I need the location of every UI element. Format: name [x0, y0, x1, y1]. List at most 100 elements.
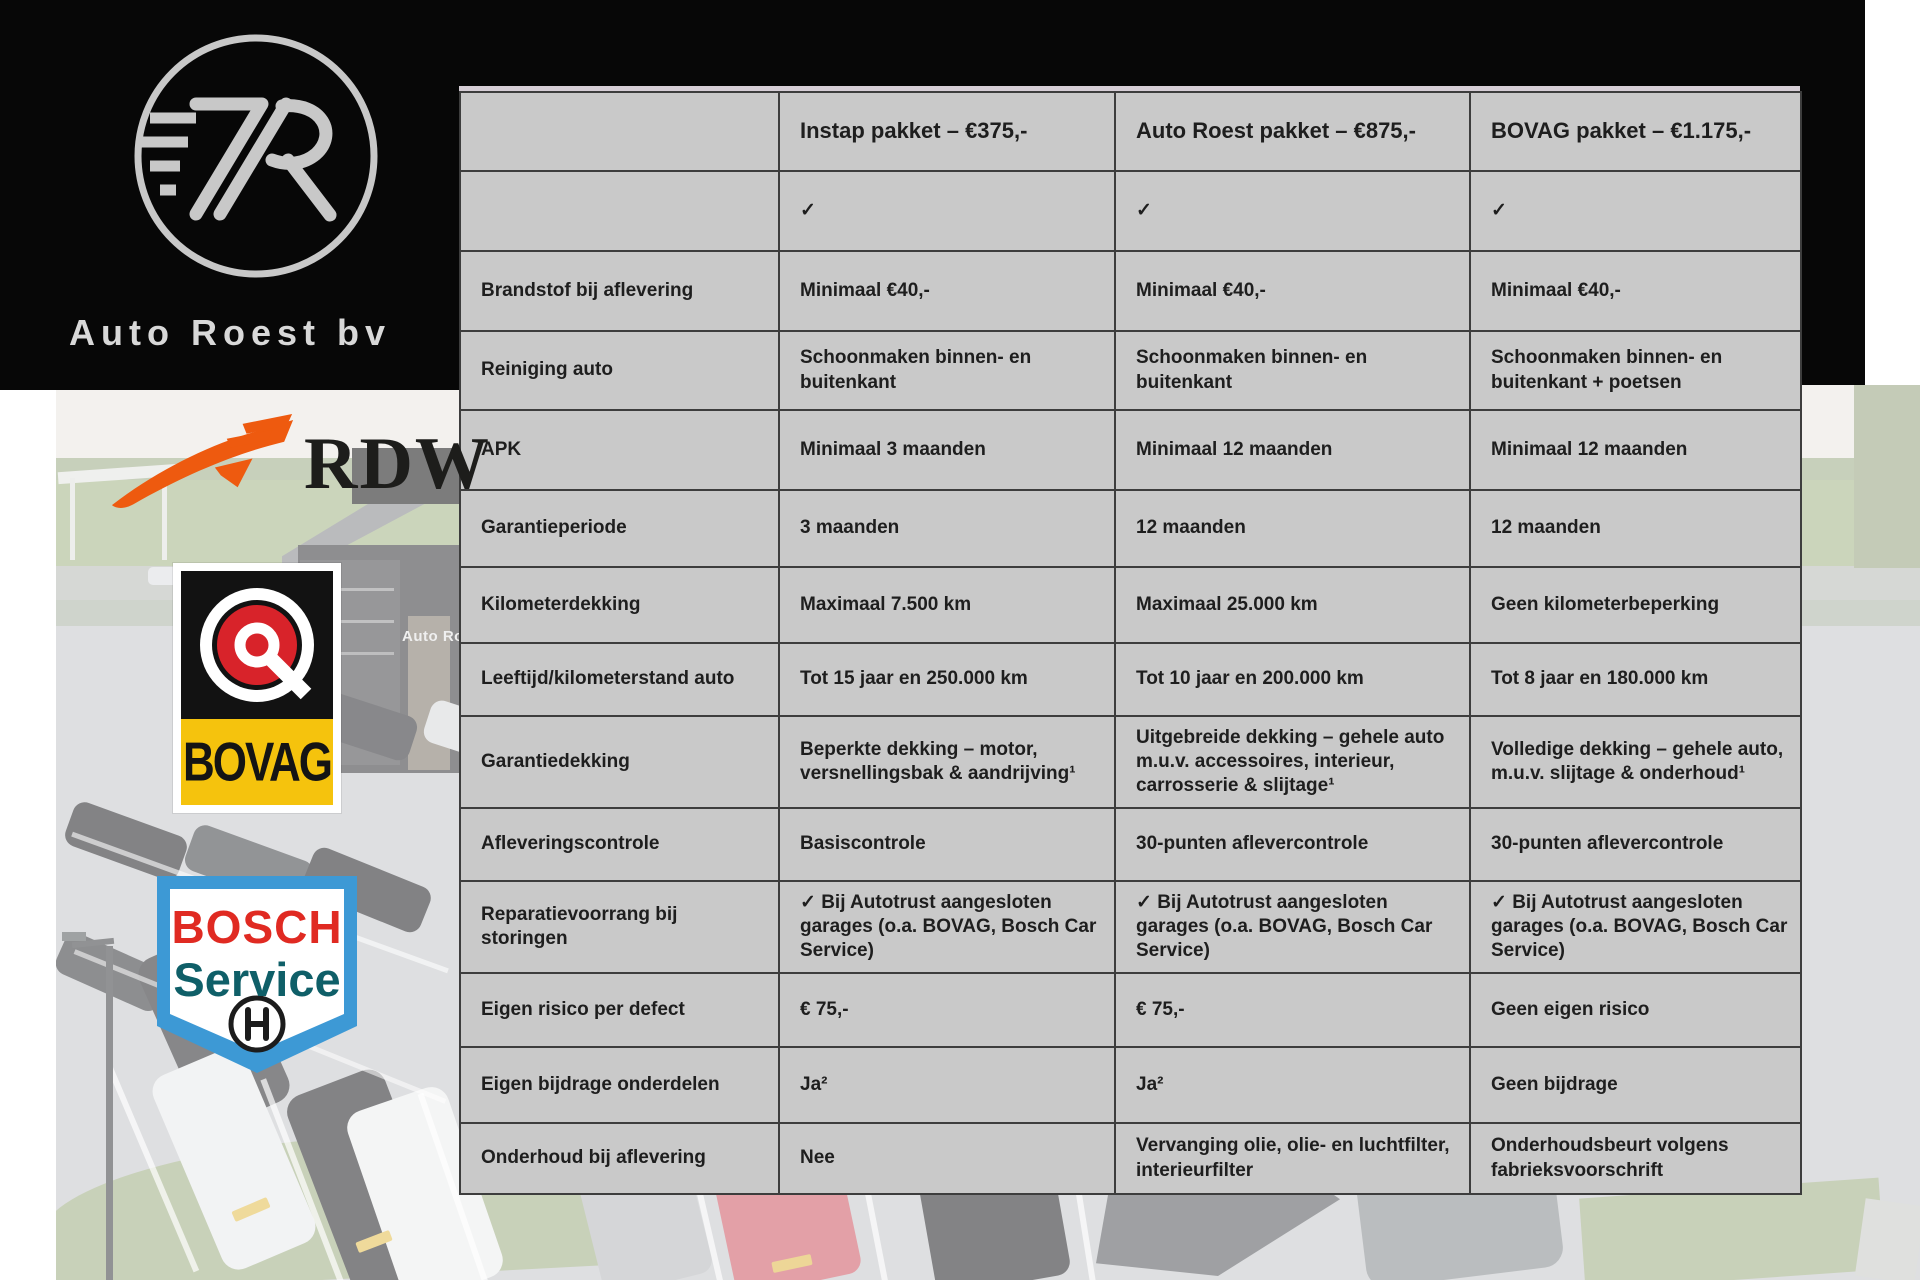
column-header-instap: Instap pakket – €375,-	[778, 91, 1116, 172]
bosch-shield-icon	[157, 876, 357, 1073]
left-white-margin	[0, 385, 56, 1280]
cell: Minimaal €40,-	[778, 250, 1116, 332]
check-cell: ✓	[1469, 170, 1802, 252]
lamp-post	[106, 946, 113, 1280]
cell: Beperkte dekking – motor, versnellingsba…	[778, 715, 1116, 809]
row-label: Reparatievoorrang bij storingen	[459, 880, 780, 974]
trees	[1854, 378, 1920, 568]
cell: Maximaal 7.500 km	[778, 566, 1116, 644]
cell: Volledige dekking – gehele auto, m.u.v. …	[1469, 715, 1802, 809]
row-label: Leeftijd/kilometerstand auto	[459, 642, 780, 717]
table-row: Onderhoud bij aflevering Nee Vervanging …	[459, 1122, 1802, 1195]
rdw-swoosh-icon	[111, 414, 294, 508]
table-row: ✓ ✓ ✓	[459, 170, 1802, 252]
row-label: Eigen bijdrage onderdelen	[459, 1046, 780, 1124]
cell: Tot 15 jaar en 250.000 km	[778, 642, 1116, 717]
row-label: Brandstof bij aflevering	[459, 250, 780, 332]
rdw-logo: RDW	[104, 412, 491, 516]
row-label: Garantieperiode	[459, 489, 780, 568]
cell: Maximaal 25.000 km	[1114, 566, 1471, 644]
cell: € 75,-	[1114, 972, 1471, 1048]
table-row: Kilometerdekking Maximaal 7.500 km Maxim…	[459, 566, 1802, 644]
cell: ✓ Bij Autotrust aangesloten garages (o.a…	[1114, 880, 1471, 974]
column-header-bovag: BOVAG pakket – €1.175,-	[1469, 91, 1802, 172]
bovag-wordmark: BOVAG	[182, 731, 333, 793]
row-label: APK	[459, 409, 780, 491]
building-sign-block	[352, 448, 460, 504]
cell: Basiscontrole	[778, 807, 1116, 882]
cell: Uitgebreide dekking – gehele auto m.u.v.…	[1114, 715, 1471, 809]
table-row: Afleveringscontrole Basiscontrole 30-pun…	[459, 807, 1802, 882]
package-comparison-table: Instap pakket – €375,- Auto Roest pakket…	[459, 86, 1802, 1195]
cell: Ja²	[778, 1046, 1116, 1124]
cell: Onderhoudsbeurt volgens fabrieksvoorschr…	[1469, 1122, 1802, 1195]
bovag-emblem-icon	[173, 563, 341, 813]
rdw-wordmark: RDW	[304, 423, 491, 505]
cell: ✓ Bij Autotrust aangesloten garages (o.a…	[778, 880, 1116, 974]
cell: Schoonmaken binnen- en buitenkant	[778, 330, 1116, 411]
row-label: Kilometerdekking	[459, 566, 780, 644]
table-row: Reparatievoorrang bij storingen ✓ Bij Au…	[459, 880, 1802, 974]
cell: Minimaal 12 maanden	[1469, 409, 1802, 491]
bosch-service-logo: BOSCH Service	[157, 876, 357, 1074]
lamp-head	[62, 932, 86, 941]
table-header-row: Instap pakket – €375,- Auto Roest pakket…	[459, 91, 1802, 172]
right-white-margin	[1865, 0, 1920, 385]
row-label	[459, 170, 780, 252]
row-label: Reiniging auto	[459, 330, 780, 411]
cell: ✓ Bij Autotrust aangesloten garages (o.a…	[1469, 880, 1802, 974]
right-black-panel	[1800, 0, 1865, 385]
cell: Minimaal €40,-	[1469, 250, 1802, 332]
cell: € 75,-	[778, 972, 1116, 1048]
cell: 30-punten aflevercontrole	[1114, 807, 1471, 882]
cell: Geen eigen risico	[1469, 972, 1802, 1048]
check-cell: ✓	[778, 170, 1116, 252]
cell: Minimaal 3 maanden	[778, 409, 1116, 491]
cell: 12 maanden	[1469, 489, 1802, 568]
row-label: Onderhoud bij aflevering	[459, 1122, 780, 1195]
cell: Schoonmaken binnen- en buitenkant	[1114, 330, 1471, 411]
auto-roest-7r-logo-icon	[134, 34, 378, 278]
cell: Ja²	[1114, 1046, 1471, 1124]
bovag-logo: BOVAG	[173, 563, 341, 813]
table-row: Reiniging auto Schoonmaken binnen- en bu…	[459, 330, 1802, 411]
cell: Schoonmaken binnen- en buitenkant + poet…	[1469, 330, 1802, 411]
cell: Vervanging olie, olie- en luchtfilter, i…	[1114, 1122, 1471, 1195]
auto-roest-brand-panel: Auto Roest bv	[0, 0, 460, 390]
corner-cell	[459, 91, 780, 172]
row-label: Eigen risico per defect	[459, 972, 780, 1048]
cell: Tot 10 jaar en 200.000 km	[1114, 642, 1471, 717]
table-row: APK Minimaal 3 maanden Minimaal 12 maand…	[459, 409, 1802, 491]
canopy-leg	[162, 474, 167, 560]
table-row: Eigen bijdrage onderdelen Ja² Ja² Geen b…	[459, 1046, 1802, 1124]
table-row: Leeftijd/kilometerstand auto Tot 15 jaar…	[459, 642, 1802, 717]
cell: Minimaal €40,-	[1114, 250, 1471, 332]
row-label: Garantiedekking	[459, 715, 780, 809]
top-black-bar	[460, 0, 1865, 86]
table-row: Garantieperiode 3 maanden 12 maanden 12 …	[459, 489, 1802, 568]
bosch-service-wordmark: Service	[173, 953, 341, 1006]
column-header-auto-roest: Auto Roest pakket – €875,-	[1114, 91, 1471, 172]
table-row: Eigen risico per defect € 75,- € 75,- Ge…	[459, 972, 1802, 1048]
cell: Tot 8 jaar en 180.000 km	[1469, 642, 1802, 717]
cell: 12 maanden	[1114, 489, 1471, 568]
shelf	[306, 588, 394, 591]
cell: Geen bijdrage	[1469, 1046, 1802, 1124]
shelf	[306, 652, 394, 655]
canopy-leg	[70, 478, 75, 560]
dealer-name: Auto Roest bv	[68, 312, 391, 353]
building-sign-text: Auto Ro	[402, 628, 464, 645]
cell: 3 maanden	[778, 489, 1116, 568]
bosch-armature-icon	[228, 995, 286, 1053]
cell: Geen kilometerbeperking	[1469, 566, 1802, 644]
bosch-wordmark: BOSCH	[171, 901, 343, 953]
table-row: Garantiedekking Beperkte dekking – motor…	[459, 715, 1802, 809]
cell: 30-punten aflevercontrole	[1469, 807, 1802, 882]
table-row: Brandstof bij aflevering Minimaal €40,- …	[459, 250, 1802, 332]
cell: Minimaal 12 maanden	[1114, 409, 1471, 491]
row-label: Afleveringscontrole	[459, 807, 780, 882]
cell: Nee	[778, 1122, 1116, 1195]
check-cell: ✓	[1114, 170, 1471, 252]
shelf	[306, 620, 394, 623]
